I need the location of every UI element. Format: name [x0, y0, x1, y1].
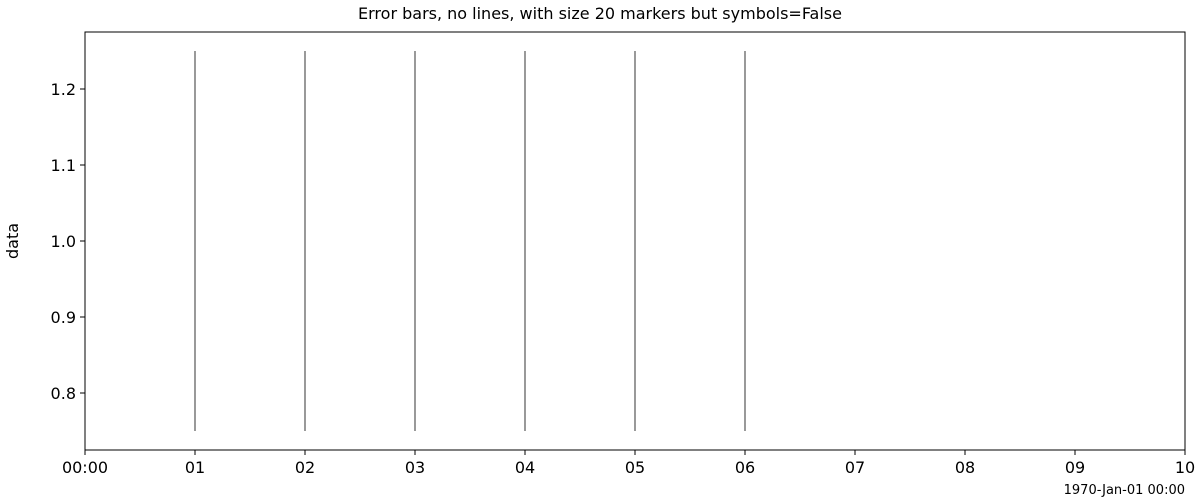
x-tick-label: 00:00: [62, 458, 108, 477]
x-tick-label: 08: [955, 458, 975, 477]
x-axis-offset-label: 1970-Jan-01 00:00: [1064, 483, 1185, 498]
x-tick-label: 10: [1175, 458, 1195, 477]
x-tick-label: 06: [735, 458, 755, 477]
y-tick-label: 0.9: [51, 308, 76, 327]
error-bars: [194, 51, 746, 431]
chart-title: Error bars, no lines, with size 20 marke…: [358, 4, 842, 23]
x-tick-label: 03: [405, 458, 425, 477]
y-tick-label: 1.2: [51, 80, 76, 99]
x-tick-label: 05: [625, 458, 645, 477]
y-axis-label: data: [3, 223, 22, 259]
y-tick-label: 1.1: [51, 156, 76, 175]
x-tick-label: 09: [1065, 458, 1085, 477]
y-axis: 0.8 0.9 1.0 1.1 1.2: [51, 80, 85, 403]
y-tick-label: 1.0: [51, 232, 76, 251]
x-tick-label: 04: [515, 458, 535, 477]
y-tick-label: 0.8: [51, 384, 76, 403]
x-tick-label: 01: [185, 458, 205, 477]
x-axis: 00:00 01 02 03 04 05 06 07 08 09 10: [62, 450, 1195, 477]
x-tick-label: 02: [295, 458, 315, 477]
x-tick-label: 07: [845, 458, 865, 477]
